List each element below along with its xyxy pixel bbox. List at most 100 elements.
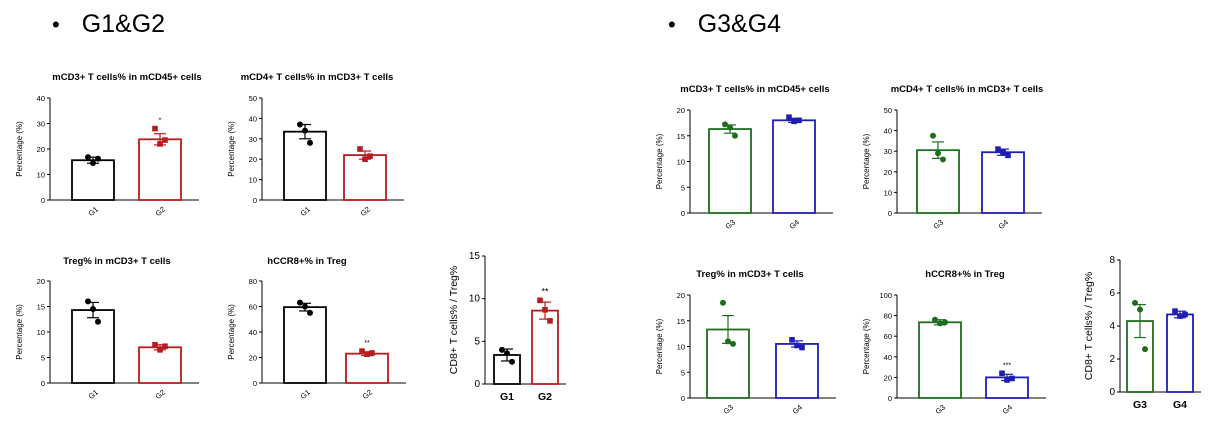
y-axis-label: Percentage (%) xyxy=(862,133,871,189)
y-tick-label: 0 xyxy=(1109,387,1115,398)
y-tick-label: 2 xyxy=(1109,354,1115,365)
y-axis-label: Percentage (%) xyxy=(15,121,24,177)
y-tick-label: 20 xyxy=(884,373,892,382)
data-point xyxy=(90,306,96,313)
y-tick-label: 80 xyxy=(884,312,892,321)
data-point xyxy=(796,117,802,124)
data-point xyxy=(794,342,800,349)
data-point xyxy=(85,298,91,305)
data-point xyxy=(720,299,726,306)
x-tick-label: G4 xyxy=(791,403,804,416)
y-tick-label: 10 xyxy=(677,343,685,352)
bullet-icon: • xyxy=(52,12,60,37)
y-tick-label: 15 xyxy=(677,132,685,141)
significance-label: ** xyxy=(364,340,370,347)
y-tick-label: 5 xyxy=(474,336,480,347)
y-axis-label: Percentage (%) xyxy=(655,318,664,374)
x-tick-label: G2 xyxy=(154,205,167,218)
bar-G2 xyxy=(343,154,387,201)
x-tick-label: G3 xyxy=(1133,399,1147,411)
data-point xyxy=(307,309,313,316)
data-point xyxy=(297,121,303,128)
y-axis-label: Percentage (%) xyxy=(655,133,664,189)
bar-G2 xyxy=(138,346,182,384)
data-point xyxy=(547,318,553,324)
data-point xyxy=(504,350,510,357)
bar-chart-10: 0 2 4 6 8 CD8+ T cells% / Treg% G3 G4 xyxy=(1083,255,1201,411)
data-point xyxy=(1142,346,1148,353)
y-tick-label: 10 xyxy=(37,328,45,337)
data-point xyxy=(799,344,805,351)
y-tick-label: 20 xyxy=(884,168,892,177)
data-point xyxy=(157,141,163,147)
data-point xyxy=(359,348,365,354)
y-tick-label: 40 xyxy=(884,353,892,362)
data-point xyxy=(725,338,731,345)
bar-G2 xyxy=(345,352,389,384)
significance-label: * xyxy=(159,118,162,125)
data-point xyxy=(730,340,736,347)
bar-G4 xyxy=(775,343,819,399)
y-tick-label: 0 xyxy=(41,379,45,388)
bar-G3 xyxy=(918,321,962,399)
y-tick-label: 0 xyxy=(888,394,892,403)
data-point xyxy=(789,337,795,343)
y-tick-label: 8 xyxy=(1109,255,1115,266)
data-point xyxy=(1132,299,1138,306)
data-point xyxy=(537,297,543,304)
y-tick-label: 40 xyxy=(249,114,257,123)
section-heading-g1-g2: • G1&G2 xyxy=(52,10,165,39)
y-tick-label: 30 xyxy=(249,135,257,144)
y-axis-label: CD8+ T cells% / Treg% xyxy=(448,266,460,374)
chart-title: mCD3+ T cells% in mCD45+ cells xyxy=(680,84,829,95)
bar-G1 xyxy=(493,354,521,385)
y-tick-label: 40 xyxy=(884,127,892,136)
y-tick-label: 10 xyxy=(884,188,892,197)
chart-title: hCCR8+% in Treg xyxy=(267,256,347,267)
chart-title: Treg% in mCD3+ T cells xyxy=(63,256,170,267)
data-point xyxy=(152,125,158,132)
data-point xyxy=(940,156,946,163)
bar-G3 xyxy=(708,128,752,214)
data-point xyxy=(930,132,936,139)
data-point xyxy=(1000,149,1006,156)
data-point xyxy=(942,319,948,326)
data-point xyxy=(999,370,1005,377)
y-tick-label: 60 xyxy=(249,303,257,312)
x-tick-label: G4 xyxy=(788,218,801,231)
y-tick-label: 0 xyxy=(253,379,257,388)
x-tick-label: G4 xyxy=(1001,403,1014,416)
data-point xyxy=(995,146,1001,152)
chart-title: mCD3+ T cells% in mCD45+ cells xyxy=(52,72,201,83)
data-point xyxy=(1005,152,1011,159)
bar-G4 xyxy=(1166,313,1194,393)
data-point xyxy=(1182,311,1188,318)
data-point xyxy=(1009,375,1015,382)
y-tick-label: 6 xyxy=(1109,288,1115,299)
y-tick-label: 4 xyxy=(1109,321,1115,332)
data-point xyxy=(1177,313,1183,319)
bullet-icon: • xyxy=(668,12,676,37)
y-axis-label: Percentage (%) xyxy=(15,304,24,360)
y-tick-label: 10 xyxy=(469,294,481,305)
bar-chart-2: mCD4+ T cells% in mCD3+ T cells 0 10 20 30 40… xyxy=(227,72,404,218)
bar-G1 xyxy=(71,159,115,201)
y-tick-label: 15 xyxy=(37,303,45,312)
y-tick-label: 40 xyxy=(249,328,257,337)
y-tick-label: 30 xyxy=(884,147,892,156)
x-tick-label: G1 xyxy=(500,391,514,403)
data-point xyxy=(509,358,515,365)
bar-G1 xyxy=(71,309,115,384)
bar-chart-6: mCD3+ T cells% in mCD45+ cells 0 5 10 15 20 Pe… xyxy=(655,84,833,231)
data-point xyxy=(302,303,308,310)
y-tick-label: 20 xyxy=(37,277,45,286)
y-tick-label: 20 xyxy=(249,354,257,363)
y-tick-label: 50 xyxy=(249,94,257,103)
x-tick-label: G1 xyxy=(299,388,312,401)
data-point xyxy=(95,155,101,162)
y-tick-label: 15 xyxy=(677,317,685,326)
y-tick-label: 20 xyxy=(249,155,257,164)
bar-chart-8: Treg% in mCD3+ T cells 0 5 10 15 20 Percentage… xyxy=(655,269,836,416)
bar-chart-3: Treg% in mCD3+ T cells 0 5 10 15 20 Percentage… xyxy=(15,256,199,401)
data-point xyxy=(1172,308,1178,314)
